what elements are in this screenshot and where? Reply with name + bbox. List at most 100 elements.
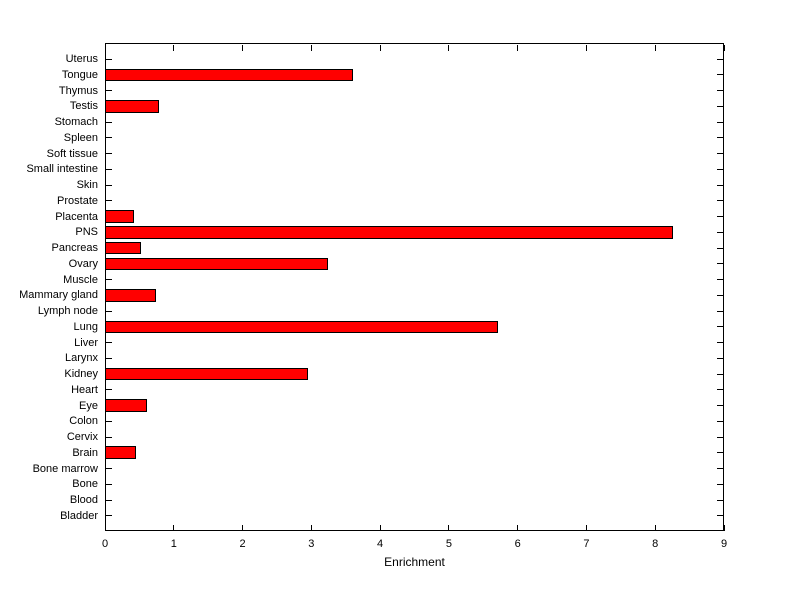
y-tick-label-placenta: Placenta bbox=[55, 210, 98, 223]
y-tick bbox=[717, 436, 723, 438]
y-tick-label-liver: Liver bbox=[74, 336, 98, 349]
y-tick-label-thymus: Thymus bbox=[58, 84, 98, 97]
x-tick-label: 2 bbox=[239, 537, 246, 550]
x-tick bbox=[173, 524, 175, 531]
y-tick-label-colon: Colon bbox=[69, 415, 98, 428]
x-tick bbox=[379, 524, 381, 531]
y-tick bbox=[717, 468, 723, 470]
x-tick bbox=[310, 44, 312, 51]
y-tick bbox=[106, 279, 112, 281]
bar-pns bbox=[105, 226, 674, 239]
x-tick bbox=[517, 44, 519, 51]
y-tick bbox=[106, 420, 112, 422]
x-tick-label: 8 bbox=[652, 537, 659, 550]
x-tick-label: 6 bbox=[514, 537, 521, 550]
y-tick-label-ovary: Ovary bbox=[68, 257, 98, 270]
y-tick bbox=[717, 357, 723, 359]
y-tick-label-testis: Testis bbox=[69, 100, 98, 113]
x-tick bbox=[654, 44, 656, 51]
y-tick bbox=[717, 184, 723, 186]
y-tick bbox=[106, 515, 112, 517]
x-tick bbox=[379, 44, 381, 51]
x-tick-label: 4 bbox=[377, 537, 384, 550]
x-tick bbox=[723, 524, 725, 531]
x-tick bbox=[585, 524, 587, 531]
x-tick-label: 5 bbox=[445, 537, 452, 550]
y-tick-label-small-intestine: Small intestine bbox=[26, 163, 98, 176]
bar-brain bbox=[105, 446, 136, 460]
y-tick bbox=[717, 74, 723, 76]
x-tick-label: 1 bbox=[170, 537, 177, 550]
y-tick bbox=[106, 200, 112, 202]
y-tick-label-bladder: Bladder bbox=[60, 509, 98, 522]
bar-tongue bbox=[105, 68, 353, 82]
x-tick bbox=[585, 44, 587, 51]
y-tick bbox=[717, 483, 723, 485]
x-tick bbox=[310, 524, 312, 531]
x-tick bbox=[654, 524, 656, 531]
x-tick bbox=[104, 524, 106, 531]
y-tick bbox=[717, 342, 723, 344]
y-tick-label-bone-marrow: Bone marrow bbox=[32, 462, 98, 475]
y-tick bbox=[106, 310, 112, 312]
y-tick-label-soft-tissue: Soft tissue bbox=[46, 147, 98, 160]
y-tick bbox=[717, 200, 723, 202]
y-tick bbox=[717, 247, 723, 249]
y-tick bbox=[106, 168, 112, 170]
bar-ovary bbox=[105, 257, 328, 271]
y-tick-label-eye: Eye bbox=[79, 399, 98, 412]
y-tick-label-pancreas: Pancreas bbox=[51, 242, 98, 255]
y-tick-label-skin: Skin bbox=[76, 179, 98, 192]
y-tick bbox=[106, 58, 112, 60]
x-tick bbox=[517, 524, 519, 531]
x-tick-label: 0 bbox=[101, 537, 109, 550]
x-tick bbox=[723, 44, 725, 51]
y-tick bbox=[717, 389, 723, 391]
y-tick-label-prostate: Prostate bbox=[57, 194, 98, 207]
y-tick bbox=[106, 499, 112, 501]
x-tick-label: 9 bbox=[720, 537, 728, 550]
x-tick bbox=[173, 44, 175, 51]
y-tick bbox=[717, 515, 723, 517]
y-tick bbox=[106, 184, 112, 186]
y-tick bbox=[717, 231, 723, 233]
bar-kidney bbox=[105, 367, 308, 381]
y-tick bbox=[717, 168, 723, 170]
y-tick bbox=[717, 263, 723, 265]
y-tick bbox=[106, 342, 112, 344]
y-tick bbox=[717, 420, 723, 422]
y-tick-label-spleen: Spleen bbox=[63, 131, 98, 144]
y-tick bbox=[106, 357, 112, 359]
y-tick bbox=[106, 137, 112, 139]
y-tick bbox=[717, 216, 723, 218]
y-tick bbox=[717, 499, 723, 501]
y-tick bbox=[717, 153, 723, 155]
bar-placenta bbox=[105, 210, 134, 223]
y-tick-label-lung: Lung bbox=[73, 320, 98, 333]
y-tick bbox=[106, 121, 112, 123]
x-tick bbox=[104, 44, 106, 51]
bar-testis bbox=[105, 100, 159, 113]
y-tick-label-cervix: Cervix bbox=[66, 431, 98, 444]
x-tick-label: 3 bbox=[308, 537, 315, 550]
y-tick bbox=[717, 452, 723, 454]
y-tick bbox=[106, 153, 112, 155]
y-tick-label-lymph-node: Lymph node bbox=[37, 305, 98, 318]
y-tick bbox=[717, 90, 723, 92]
y-tick bbox=[717, 105, 723, 107]
y-tick bbox=[106, 483, 112, 485]
x-tick bbox=[242, 44, 244, 51]
y-tick bbox=[717, 373, 723, 375]
x-axis-label: Enrichment bbox=[384, 555, 445, 569]
y-tick-label-pns: PNS bbox=[75, 226, 98, 239]
y-tick-label-heart: Heart bbox=[71, 383, 98, 396]
bar-eye bbox=[105, 399, 147, 412]
y-tick-label-brain: Brain bbox=[72, 446, 98, 459]
bar-mammary-gland bbox=[105, 289, 156, 302]
y-tick bbox=[717, 137, 723, 139]
y-tick-label-blood: Blood bbox=[69, 494, 98, 507]
y-tick bbox=[717, 310, 723, 312]
y-tick-label-uterus: Uterus bbox=[65, 53, 98, 66]
x-tick bbox=[242, 524, 244, 531]
